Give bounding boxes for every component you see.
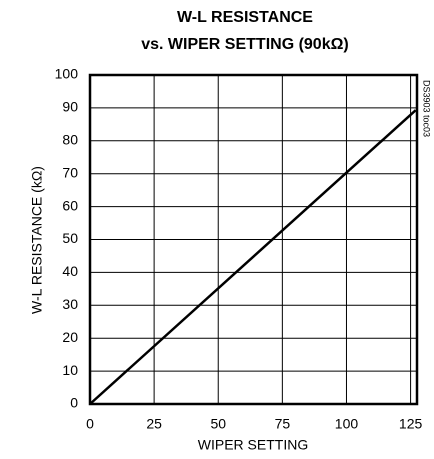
x-tick-label: 125 <box>399 416 423 432</box>
chart-subtitle: vs. WIPER SETTING (90kΩ) <box>141 36 349 53</box>
x-tick-label: 0 <box>86 416 94 432</box>
chart-title: W-L RESISTANCE <box>177 9 313 26</box>
x-axis-label: WIPER SETTING <box>198 437 308 453</box>
y-tick-label: 30 <box>62 296 78 312</box>
x-tick-label: 100 <box>335 416 359 432</box>
y-tick-label: 20 <box>62 329 78 345</box>
y-tick-label: 0 <box>70 395 78 411</box>
x-tick-label: 75 <box>275 416 291 432</box>
y-tick-label: 80 <box>62 132 78 148</box>
y-tick-label: 100 <box>55 66 79 82</box>
y-tick-label: 10 <box>62 362 78 378</box>
x-tick-label: 25 <box>146 416 162 432</box>
x-tick-label: 50 <box>210 416 226 432</box>
y-axis-label: W-L RESISTANCE (kΩ) <box>29 166 45 314</box>
data-line <box>89 109 417 405</box>
y-tick-label: 50 <box>62 230 78 246</box>
y-tick-label: 70 <box>62 164 78 180</box>
y-tick-label: 60 <box>62 197 78 213</box>
annotation: DS3903 toc03 <box>422 80 432 137</box>
y-tick-label: 40 <box>62 263 78 279</box>
plot-frame <box>88 73 419 406</box>
y-tick-label: 90 <box>62 99 78 115</box>
